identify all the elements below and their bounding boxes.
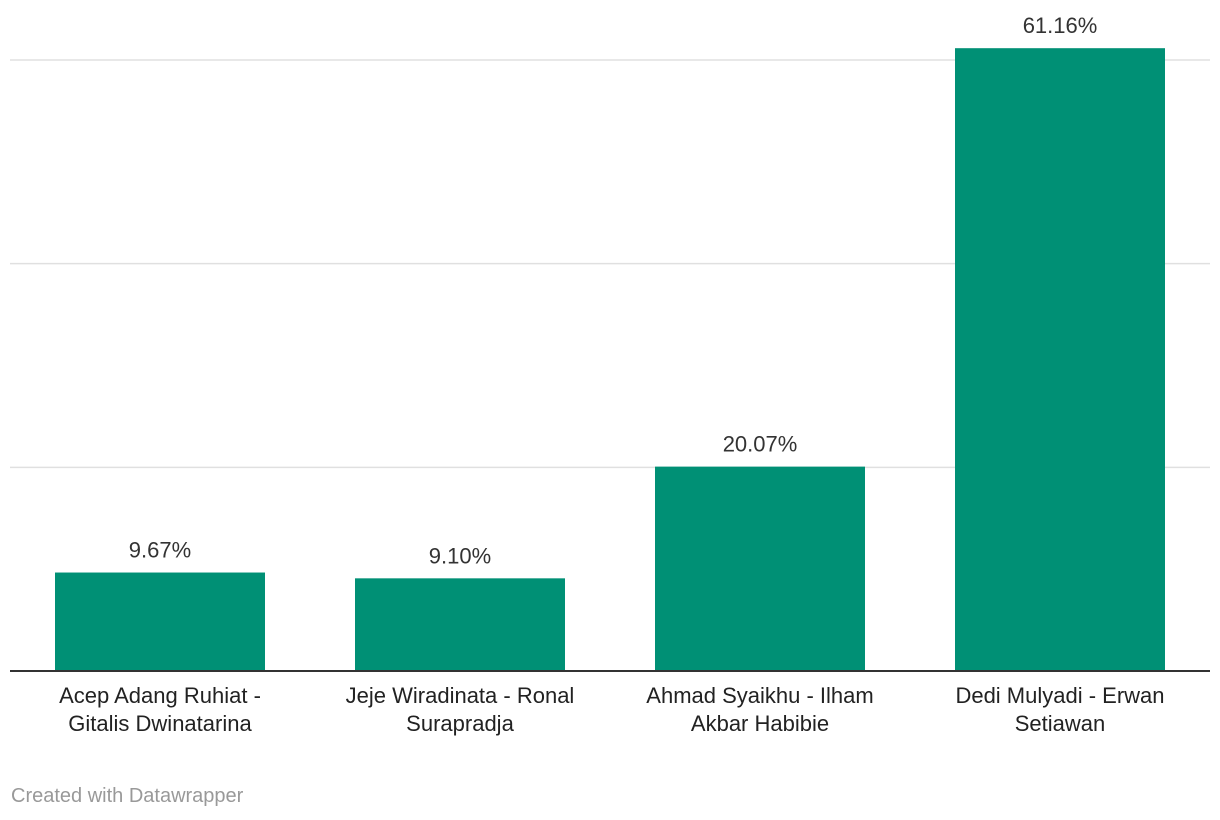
bar [55, 572, 265, 671]
datawrapper-credit[interactable]: Created with Datawrapper [11, 785, 244, 807]
category-label: Acep Adang Ruhiat -Gitalis Dwinatarina [59, 683, 261, 736]
category-label: Dedi Mulyadi - Erwan Setiawan [955, 683, 1164, 736]
bar-value-label: 61.16% [1023, 13, 1098, 38]
value-labels: 9.67% 9.10% 20.07% 61.16% [129, 13, 1098, 568]
category-label: Jeje Wiradinata - Ronal Surapradja [346, 683, 575, 736]
bar-value-label: 20.07% [723, 432, 798, 457]
bar-value-label: 9.67% [129, 538, 191, 563]
category-label: Ahmad Syaikhu - Ilham Akbar Habibie [646, 683, 873, 736]
bar [655, 466, 865, 671]
bars [55, 48, 1165, 672]
bar-value-label: 9.10% [429, 543, 491, 568]
bar [355, 578, 565, 671]
bar [955, 48, 1165, 672]
category-labels: Acep Adang Ruhiat -Gitalis Dwinatarina Je… [59, 683, 1164, 736]
